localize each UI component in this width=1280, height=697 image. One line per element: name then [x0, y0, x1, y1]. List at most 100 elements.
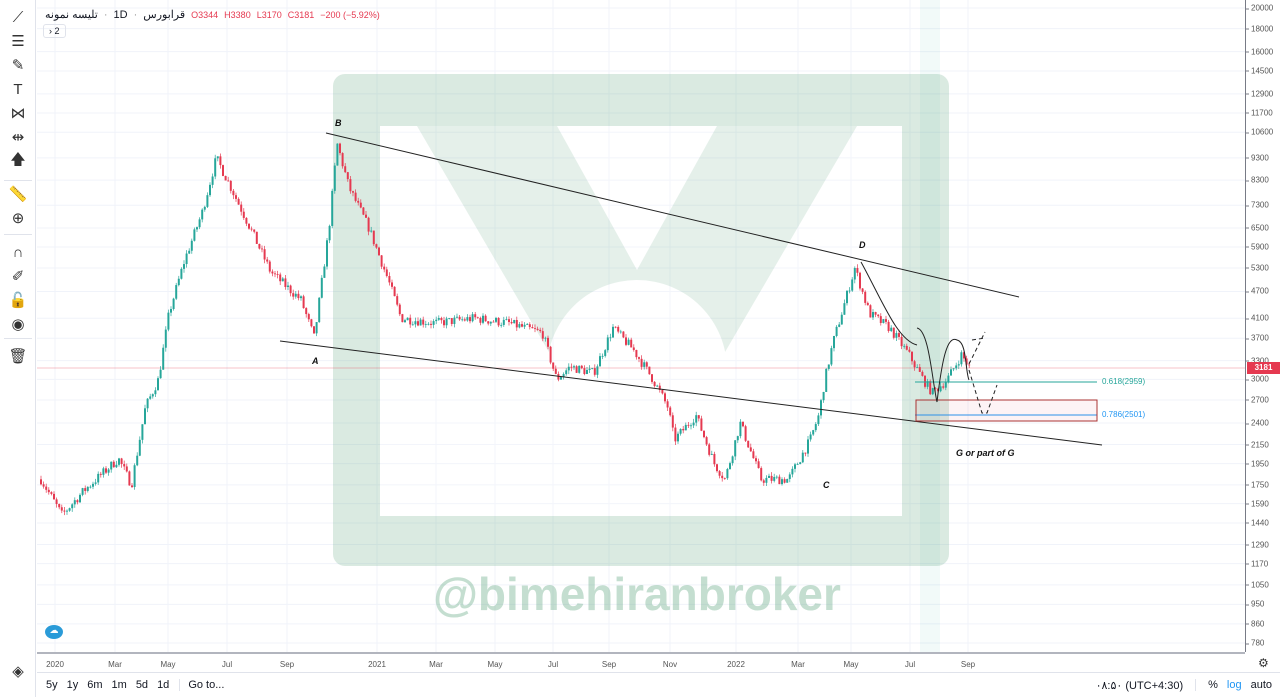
price-tick: 11700: [1245, 108, 1273, 118]
zoom-in-icon[interactable]: ⊕: [11, 210, 25, 227]
price-tick: 1440: [1245, 518, 1269, 528]
price-tick: 1170: [1244, 559, 1269, 569]
candle: [838, 324, 841, 327]
candle: [632, 347, 635, 350]
candle: [604, 350, 607, 356]
lower-channel-line[interactable]: [279, 340, 1103, 446]
time-tick: 2020: [46, 660, 64, 669]
range-6m[interactable]: 6m: [87, 679, 103, 691]
range-5y[interactable]: 5y: [46, 679, 58, 691]
divider: [4, 234, 32, 235]
wave-curve[interactable]: [916, 327, 970, 403]
candle: [518, 324, 521, 328]
brush-icon[interactable]: ✎: [11, 57, 25, 74]
arrow-icon[interactable]: 🡅: [10, 150, 26, 168]
candle: [619, 331, 622, 333]
candle: [53, 493, 55, 500]
candle: [313, 326, 315, 334]
candle: [235, 195, 237, 199]
candle: [404, 320, 406, 323]
chart-pane[interactable]: @bimehiranbroker B A C D G or part of G …: [37, 0, 1245, 652]
time-axis[interactable]: 2020 Mar May Jul Sep 2021 Mar May Jul Sep Nov 2022 M…: [37, 652, 1245, 672]
settings-gear-icon[interactable]: ⚙: [1258, 656, 1269, 670]
candle: [869, 305, 872, 318]
candle: [492, 321, 495, 323]
candle: [484, 315, 487, 322]
candle: [47, 489, 50, 493]
candle: [500, 324, 503, 326]
candle: [357, 200, 360, 203]
candle: [749, 447, 752, 452]
candle: [107, 469, 110, 473]
pattern-icon[interactable]: ⋈: [10, 105, 26, 122]
candle: [175, 285, 178, 299]
candle: [437, 318, 440, 320]
candle: [739, 421, 742, 437]
candle: [224, 175, 227, 181]
candle: [830, 348, 833, 365]
auto-toggle[interactable]: auto: [1250, 679, 1272, 691]
price-axis[interactable]: 20000 18000 16000 14500 12900 11700 10600 9300 8…: [1244, 0, 1280, 670]
candle: [934, 388, 937, 389]
candle: [445, 318, 448, 326]
trend-line-icon[interactable]: ⟋: [12, 8, 24, 26]
target-zone-box[interactable]: [915, 399, 1098, 422]
candle: [794, 464, 796, 469]
candle: [432, 321, 435, 325]
candle: [645, 362, 648, 367]
range-1m[interactable]: 1m: [111, 679, 127, 691]
candle: [73, 500, 76, 505]
interval[interactable]: 1D: [113, 8, 128, 21]
candle: [627, 339, 630, 345]
projection-dashed-path[interactable]: [968, 337, 998, 414]
wave-curve[interactable]: [860, 261, 918, 346]
log-toggle[interactable]: log: [1226, 679, 1242, 691]
goto-button[interactable]: Go to...: [179, 679, 224, 691]
candle: [898, 333, 900, 337]
trash-icon[interactable]: 🗑: [8, 348, 28, 365]
price-tick: 5300: [1245, 263, 1269, 273]
candle: [807, 439, 809, 454]
symbol-name[interactable]: قرابورس: [143, 9, 186, 21]
candle: [482, 315, 484, 323]
upper-channel-line[interactable]: [325, 132, 1020, 298]
time-tick: Jul: [904, 660, 916, 669]
ruler-icon[interactable]: 📏: [8, 186, 28, 203]
candle: [440, 318, 443, 321]
price-tick: 1050: [1245, 580, 1269, 590]
candle: [370, 230, 373, 232]
magnet-icon[interactable]: ∩: [12, 243, 24, 261]
candle: [554, 368, 557, 374]
prediction-icon[interactable]: ⇹: [11, 129, 25, 146]
candle: [635, 349, 638, 358]
tradingview-logo-icon[interactable]: ☁: [45, 625, 63, 639]
range-1y[interactable]: 1y: [66, 679, 79, 691]
candle: [937, 388, 939, 392]
candle: [617, 326, 620, 332]
candle: [42, 484, 45, 487]
fib-retracement-icon[interactable]: ☰: [11, 33, 25, 50]
drawing-toolbar: ⟋ ☰ ✎ T ⋈ ⇹ 🡅 📏 ⊕ ∩ ✐ 🔓 ◉ 🗑 ◈: [0, 0, 36, 697]
eye-icon[interactable]: ◉: [11, 316, 25, 333]
indicators-toggle-button[interactable]: › 2: [43, 24, 66, 38]
text-icon[interactable]: T: [13, 80, 23, 98]
candle: [396, 296, 399, 305]
candle: [328, 225, 331, 241]
unlock-icon[interactable]: 🔓: [8, 292, 28, 309]
candle: [281, 278, 284, 282]
candle: [222, 165, 224, 176]
lock-drawing-icon[interactable]: ✐: [11, 268, 25, 285]
percent-toggle[interactable]: %: [1195, 679, 1218, 691]
candle: [593, 368, 596, 375]
projection-dashed-path[interactable]: [968, 331, 986, 365]
candle: [856, 268, 859, 273]
candle: [796, 464, 799, 465]
layers-icon[interactable]: ◈: [12, 663, 24, 680]
time-tick: Sep: [960, 660, 976, 669]
candle: [573, 366, 575, 368]
timezone-clock[interactable]: ۰۸:۵۰ (UTC+4:30): [1095, 679, 1184, 692]
candle: [40, 479, 42, 485]
range-5d[interactable]: 5d: [135, 679, 149, 691]
range-1d[interactable]: 1d: [157, 679, 170, 691]
candle: [391, 282, 393, 287]
